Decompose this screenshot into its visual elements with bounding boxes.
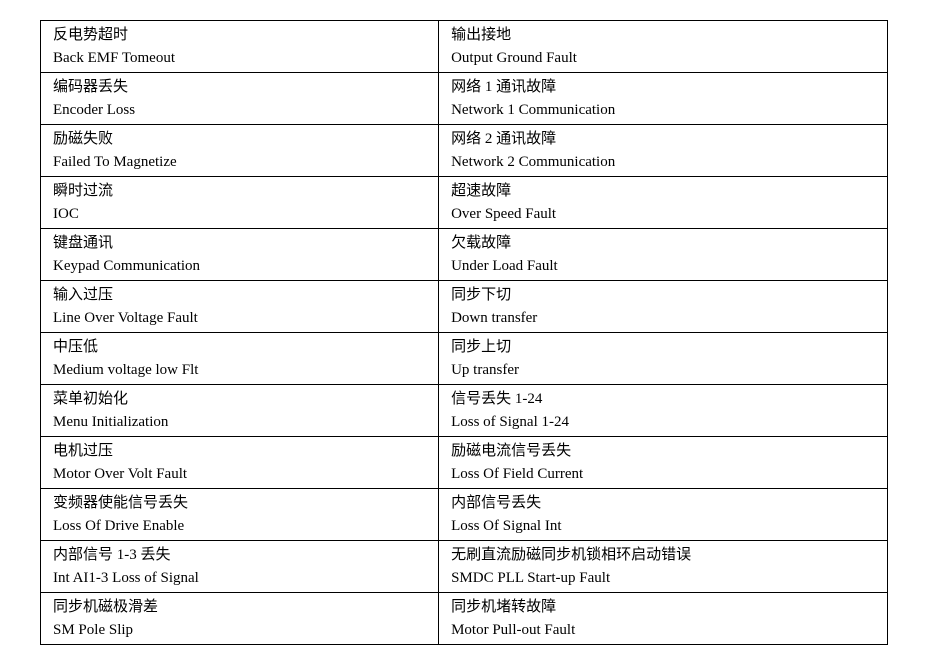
- cell-cn: 欠载故障: [451, 232, 877, 255]
- cell-en: IOC: [53, 203, 428, 226]
- table-cell-right: 网络 1 通讯故障Network 1 Communication: [439, 73, 888, 125]
- cell-en: Loss Of Signal Int: [451, 515, 877, 538]
- table-cell-left: 中压低Medium voltage low Flt: [41, 333, 439, 385]
- cell-en: Under Load Fault: [451, 255, 877, 278]
- table-cell-right: 输出接地Output Ground Fault: [439, 21, 888, 73]
- cell-cn: 同步下切: [451, 284, 877, 307]
- cell-en: Keypad Communication: [53, 255, 428, 278]
- table-row: 变频器使能信号丢失Loss Of Drive Enable内部信号丢失Loss …: [41, 489, 888, 541]
- table-row: 内部信号 1-3 丢失Int AI1-3 Loss of Signal无刷直流励…: [41, 541, 888, 593]
- table-cell-right: 同步机堵转故障Motor Pull-out Fault: [439, 593, 888, 645]
- cell-cn: 信号丢失 1-24: [451, 388, 877, 411]
- table-row: 瞬时过流IOC超速故障Over Speed Fault: [41, 177, 888, 229]
- cell-en: Motor Over Volt Fault: [53, 463, 428, 486]
- table-cell-right: 内部信号丢失Loss Of Signal Int: [439, 489, 888, 541]
- cell-cn: 电机过压: [53, 440, 428, 463]
- table-row: 编码器丢失Encoder Loss网络 1 通讯故障Network 1 Comm…: [41, 73, 888, 125]
- cell-cn: 键盘通讯: [53, 232, 428, 255]
- cell-en: Int AI1-3 Loss of Signal: [53, 567, 428, 590]
- cell-cn: 超速故障: [451, 180, 877, 203]
- table-row: 键盘通讯Keypad Communication欠载故障Under Load F…: [41, 229, 888, 281]
- table-cell-left: 反电势超时Back EMF Tomeout: [41, 21, 439, 73]
- cell-en: SMDC PLL Start-up Fault: [451, 567, 877, 590]
- cell-en: Network 1 Communication: [451, 99, 877, 122]
- cell-cn: 输入过压: [53, 284, 428, 307]
- cell-cn: 变频器使能信号丢失: [53, 492, 428, 515]
- cell-en: Motor Pull-out Fault: [451, 619, 877, 642]
- table-cell-left: 菜单初始化Menu Initialization: [41, 385, 439, 437]
- cell-cn: 励磁失败: [53, 128, 428, 151]
- table-cell-left: 电机过压Motor Over Volt Fault: [41, 437, 439, 489]
- cell-cn: 编码器丢失: [53, 76, 428, 99]
- table-row: 电机过压Motor Over Volt Fault励磁电流信号丢失Loss Of…: [41, 437, 888, 489]
- cell-en: Loss Of Field Current: [451, 463, 877, 486]
- table-cell-right: 同步上切Up transfer: [439, 333, 888, 385]
- table-cell-right: 网络 2 通讯故障Network 2 Communication: [439, 125, 888, 177]
- table-cell-left: 输入过压Line Over Voltage Fault: [41, 281, 439, 333]
- table-row: 反电势超时Back EMF Tomeout输出接地Output Ground F…: [41, 21, 888, 73]
- cell-en: Output Ground Fault: [451, 47, 877, 70]
- cell-en: Encoder Loss: [53, 99, 428, 122]
- cell-cn: 励磁电流信号丢失: [451, 440, 877, 463]
- cell-cn: 无刷直流励磁同步机锁相环启动错误: [451, 544, 877, 567]
- table-cell-left: 励磁失败Failed To Magnetize: [41, 125, 439, 177]
- cell-en: Up transfer: [451, 359, 877, 382]
- table-row: 中压低Medium voltage low Flt同步上切Up transfer: [41, 333, 888, 385]
- table-cell-right: 欠载故障Under Load Fault: [439, 229, 888, 281]
- cell-en: Failed To Magnetize: [53, 151, 428, 174]
- table-cell-right: 信号丢失 1-24Loss of Signal 1-24: [439, 385, 888, 437]
- cell-en: Medium voltage low Flt: [53, 359, 428, 382]
- cell-cn: 瞬时过流: [53, 180, 428, 203]
- table-cell-left: 编码器丢失Encoder Loss: [41, 73, 439, 125]
- cell-cn: 网络 1 通讯故障: [451, 76, 877, 99]
- table-row: 菜单初始化Menu Initialization信号丢失 1-24Loss of…: [41, 385, 888, 437]
- table-cell-left: 瞬时过流IOC: [41, 177, 439, 229]
- cell-en: Over Speed Fault: [451, 203, 877, 226]
- cell-cn: 菜单初始化: [53, 388, 428, 411]
- table-cell-right: 同步下切Down transfer: [439, 281, 888, 333]
- table-cell-left: 键盘通讯Keypad Communication: [41, 229, 439, 281]
- cell-cn: 内部信号丢失: [451, 492, 877, 515]
- cell-cn: 输出接地: [451, 24, 877, 47]
- cell-en: SM Pole Slip: [53, 619, 428, 642]
- cell-cn: 同步上切: [451, 336, 877, 359]
- cell-cn: 同步机堵转故障: [451, 596, 877, 619]
- table-cell-right: 励磁电流信号丢失Loss Of Field Current: [439, 437, 888, 489]
- cell-cn: 反电势超时: [53, 24, 428, 47]
- cell-cn: 中压低: [53, 336, 428, 359]
- cell-en: Menu Initialization: [53, 411, 428, 434]
- table-cell-left: 同步机磁极滑差SM Pole Slip: [41, 593, 439, 645]
- table-row: 励磁失败Failed To Magnetize网络 2 通讯故障Network …: [41, 125, 888, 177]
- cell-cn: 同步机磁极滑差: [53, 596, 428, 619]
- table-row: 同步机磁极滑差SM Pole Slip同步机堵转故障Motor Pull-out…: [41, 593, 888, 645]
- table-cell-left: 内部信号 1-3 丢失Int AI1-3 Loss of Signal: [41, 541, 439, 593]
- table-cell-left: 变频器使能信号丢失Loss Of Drive Enable: [41, 489, 439, 541]
- cell-en: Back EMF Tomeout: [53, 47, 428, 70]
- cell-en: Loss of Signal 1-24: [451, 411, 877, 434]
- cell-en: Down transfer: [451, 307, 877, 330]
- table-cell-right: 超速故障Over Speed Fault: [439, 177, 888, 229]
- table-cell-right: 无刷直流励磁同步机锁相环启动错误SMDC PLL Start-up Fault: [439, 541, 888, 593]
- cell-en: Line Over Voltage Fault: [53, 307, 428, 330]
- cell-en: Network 2 Communication: [451, 151, 877, 174]
- cell-en: Loss Of Drive Enable: [53, 515, 428, 538]
- cell-cn: 内部信号 1-3 丢失: [53, 544, 428, 567]
- cell-cn: 网络 2 通讯故障: [451, 128, 877, 151]
- table-row: 输入过压Line Over Voltage Fault同步下切Down tran…: [41, 281, 888, 333]
- fault-table: 反电势超时Back EMF Tomeout输出接地Output Ground F…: [40, 20, 888, 645]
